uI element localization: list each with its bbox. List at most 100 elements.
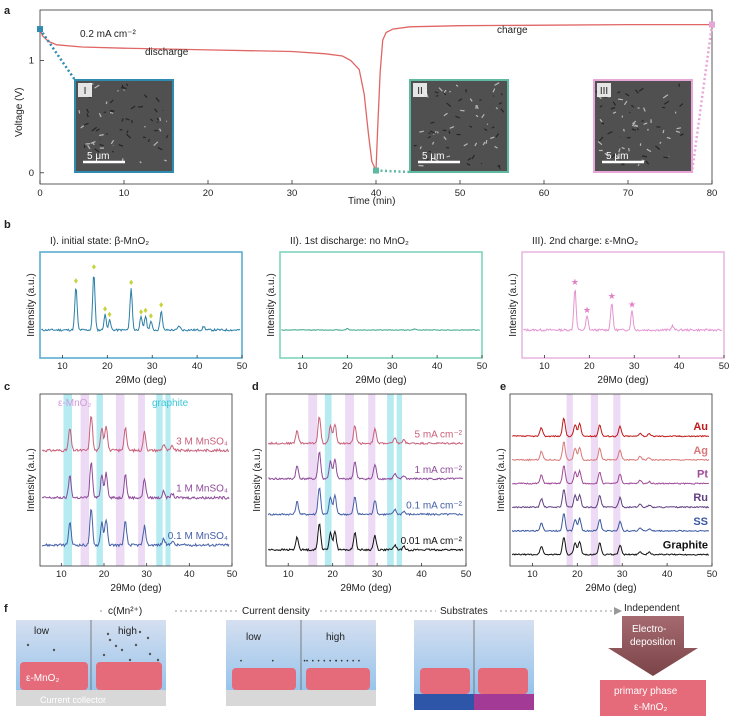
- x-tick-label: 40: [416, 569, 427, 580]
- ion-dot: [139, 631, 141, 633]
- y-axis-label: Intensity (a.u.): [508, 273, 519, 336]
- ion-dot: [147, 637, 149, 639]
- x-axis-label: 2θMo (deg): [110, 583, 161, 594]
- sem-texture: [486, 140, 487, 144]
- emno2-label: ε-MnO₂: [26, 673, 59, 684]
- band-label: ε-MnO₂: [58, 398, 91, 409]
- band-label: graphite: [152, 398, 189, 409]
- subplot-title: II). 1st discharge: no MnO₂: [290, 236, 409, 247]
- phase-band: [591, 394, 598, 566]
- phase-band: [613, 394, 620, 566]
- flow-arrowhead: [614, 607, 622, 615]
- ion-dot: [115, 645, 117, 647]
- xrd-trace: [281, 329, 480, 331]
- sem-texture: [157, 122, 158, 123]
- emno2-deposit: [478, 668, 528, 694]
- cell-concentration: low high ε-MnO₂ Current collector: [16, 620, 166, 706]
- peak-marker: ♦: [74, 276, 79, 286]
- emno2-deposit: [232, 668, 296, 690]
- x-tick-label: 30: [147, 361, 158, 372]
- peak-marker: ★: [583, 305, 591, 315]
- ion-dot: [121, 649, 123, 651]
- substrate-blue: [414, 694, 474, 710]
- flow-label-concentration: c(Mn²⁺): [108, 606, 142, 617]
- y-tick-label: 0: [29, 168, 34, 179]
- flow-label-current: Current density: [242, 606, 310, 617]
- sem-texture: [118, 90, 119, 91]
- sem-texture: [428, 133, 430, 134]
- x-tick-label: 40: [192, 361, 203, 372]
- x-tick-label: 30: [387, 361, 398, 372]
- series-label: Au: [693, 421, 708, 433]
- x-tick-label: 50: [461, 569, 472, 580]
- xrd-trace: [41, 277, 240, 331]
- x-tick-label: 40: [184, 569, 195, 580]
- emno2-deposit: [306, 668, 370, 690]
- phase-band: [567, 394, 573, 566]
- series-label: 0.01 mA cm⁻²: [401, 536, 463, 547]
- ion-dot: [103, 654, 105, 656]
- series-label: 5 mA cm⁻²: [414, 429, 462, 440]
- sem-texture: [100, 145, 104, 146]
- x-tick-label: 20: [99, 569, 110, 580]
- plot-frame: [40, 252, 242, 358]
- peak-marker: ♦: [129, 277, 134, 287]
- sem-texture: [618, 99, 623, 100]
- x-tick-label: 50: [719, 361, 730, 372]
- x-tick-label: 20: [572, 569, 583, 580]
- y-axis-label: Intensity (a.u.): [496, 448, 507, 511]
- series-label: SS: [693, 516, 708, 528]
- peak-marker: ♦: [149, 311, 154, 321]
- arrow-label-1: Electro-: [632, 624, 666, 635]
- x-tick-label: 80: [707, 188, 718, 199]
- x-axis-label: 2θMo (deg): [115, 375, 166, 386]
- phase-band: [387, 394, 394, 566]
- panel-label-d: d: [252, 381, 259, 393]
- sem-texture: [629, 148, 630, 151]
- result-line2: ε-MnO₂: [634, 702, 667, 713]
- sem-texture: [624, 129, 625, 132]
- peak-marker: ★: [628, 299, 636, 309]
- panel-label-b: b: [4, 219, 11, 231]
- inset-connector: [40, 29, 75, 80]
- low-label: low: [34, 626, 50, 637]
- sem-texture: [638, 128, 639, 130]
- x-tick-label: 10: [297, 361, 308, 372]
- sem-texture: [460, 110, 464, 111]
- x-tick-label: 20: [327, 569, 338, 580]
- xrd-trace: [512, 419, 709, 437]
- substrate-purple: [474, 694, 534, 710]
- x-axis-label: 2θMo (deg): [585, 583, 636, 594]
- x-tick-label: 20: [584, 361, 595, 372]
- series-label: Ru: [693, 492, 708, 504]
- inset-connector: [692, 25, 712, 172]
- y-axis-label: Intensity (a.u.): [252, 448, 263, 511]
- x-tick-label: 30: [617, 569, 628, 580]
- conclusion: Independent Electro- deposition primary …: [600, 603, 706, 716]
- high-label: high: [118, 626, 137, 637]
- series-label: 0.1 mA cm⁻²: [406, 500, 463, 511]
- scale-label: 5 μm: [606, 151, 628, 162]
- x-tick-label: 20: [102, 361, 113, 372]
- peak-marker: ★: [571, 277, 579, 287]
- inset-id: III: [600, 86, 608, 97]
- x-tick-label: 50: [227, 569, 238, 580]
- peak-marker: ♦: [159, 299, 164, 309]
- x-axis-label: 2θMo (deg): [597, 375, 648, 386]
- charge-label: charge: [497, 25, 528, 36]
- scale-label: 5 μm: [422, 151, 444, 162]
- x-tick-label: 10: [539, 361, 550, 372]
- current-collector: [226, 690, 376, 706]
- xrd-trace: [512, 442, 709, 460]
- x-tick-label: 0: [37, 188, 42, 199]
- peak-marker: ♦: [107, 309, 112, 319]
- y-axis-label: Intensity (a.u.): [26, 273, 37, 336]
- y-axis-label: Voltage (V): [14, 88, 25, 137]
- x-axis-label: Time (min): [348, 196, 395, 207]
- sem-texture: [638, 108, 640, 109]
- series-label: Graphite: [663, 540, 708, 552]
- sem-texture: [79, 110, 80, 113]
- x-tick-label: 60: [539, 188, 550, 199]
- series-label: 0.1 M MnSO₄: [168, 531, 228, 542]
